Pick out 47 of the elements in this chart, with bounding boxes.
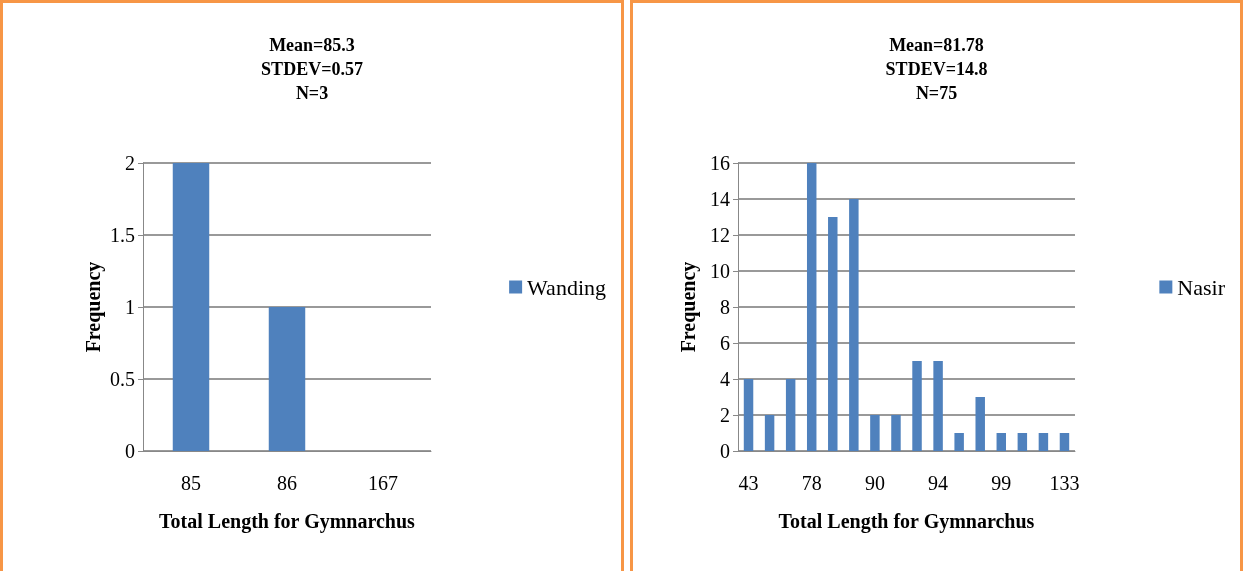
y-axis-title: Frequency: [82, 261, 105, 353]
bar: [954, 433, 964, 451]
x-axis-title: Total Length for Gymnarchus: [159, 510, 416, 533]
y-tick-label: 1: [125, 296, 135, 318]
x-tick-label: 167: [368, 472, 398, 494]
x-tick-label: 99: [991, 472, 1012, 494]
bar: [785, 379, 796, 451]
bar: [764, 415, 775, 451]
x-tick-label: 133: [1049, 472, 1080, 494]
chart-title: Mean=81.78 STDEV=14.8 N=75: [885, 35, 988, 103]
bar: [891, 415, 901, 451]
legend-label: Nasir: [1177, 274, 1226, 300]
y-tick-label: 10: [710, 260, 730, 282]
bar: [1059, 433, 1070, 451]
bar: [933, 361, 943, 451]
bar: [975, 397, 985, 451]
y-tick-label: 1.5: [110, 224, 135, 246]
y-tick-label: 12: [710, 224, 730, 246]
y-tick-label: 8: [720, 296, 730, 318]
chart-title: Mean=85.3 STDEV=0.57 N=3: [261, 35, 363, 103]
y-tick-label: 16: [710, 152, 730, 174]
bar: [1038, 433, 1049, 451]
y-tick-label: 0.5: [110, 368, 135, 390]
bar: [743, 379, 754, 451]
y-tick-label: 2: [125, 152, 135, 174]
bar: [1017, 433, 1028, 451]
x-tick-label: 78: [801, 472, 822, 494]
bar: [912, 361, 922, 451]
bar: [870, 415, 880, 451]
bar: [849, 199, 859, 451]
y-tick-label: 4: [720, 368, 730, 390]
x-axis-title: Total Length for Gymnarchus: [778, 510, 1035, 533]
y-tick-label: 0: [125, 440, 135, 462]
bar: [996, 433, 1007, 451]
y-axis-title: Frequency: [677, 261, 700, 353]
legend-label: Wanding: [527, 274, 607, 300]
x-tick-label: 90: [864, 472, 885, 494]
y-tick-label: 0: [720, 440, 730, 462]
y-tick-label: 6: [720, 332, 730, 354]
x-tick-label: 94: [928, 472, 949, 494]
bar: [828, 217, 838, 451]
x-tick-label: 86: [277, 472, 297, 494]
y-tick-label: 14: [710, 188, 730, 210]
y-tick-label: 2: [720, 404, 730, 426]
x-tick-label: 43: [738, 472, 759, 494]
bar: [806, 163, 817, 451]
x-tick-label: 85: [181, 472, 201, 494]
